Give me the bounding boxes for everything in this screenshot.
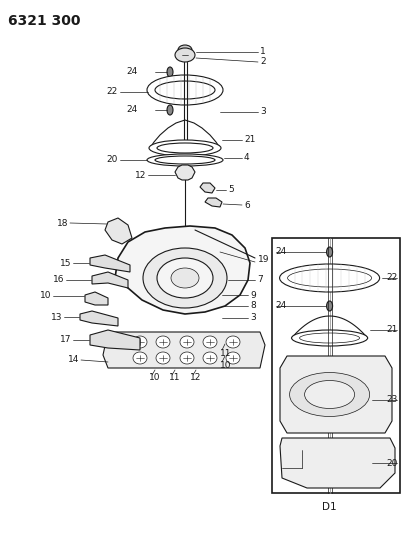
Ellipse shape <box>156 352 170 364</box>
Polygon shape <box>103 332 265 368</box>
Ellipse shape <box>155 81 215 99</box>
Text: 11: 11 <box>220 349 231 358</box>
Text: 3: 3 <box>260 108 266 117</box>
Text: 22: 22 <box>387 273 398 282</box>
Text: 12: 12 <box>135 171 146 180</box>
Ellipse shape <box>226 352 240 364</box>
Text: 4: 4 <box>244 154 250 163</box>
Ellipse shape <box>149 140 221 156</box>
Text: 19: 19 <box>258 255 270 264</box>
Bar <box>272 238 400 493</box>
Ellipse shape <box>171 268 199 288</box>
Ellipse shape <box>147 154 223 166</box>
Text: 12: 12 <box>190 374 202 383</box>
Ellipse shape <box>279 264 379 292</box>
Text: 18: 18 <box>56 219 68 228</box>
Text: 10: 10 <box>40 292 51 301</box>
Text: 21: 21 <box>387 326 398 335</box>
Ellipse shape <box>133 352 147 364</box>
Text: 23: 23 <box>387 395 398 404</box>
Text: 14: 14 <box>68 356 79 365</box>
Text: 22: 22 <box>107 87 118 96</box>
Text: 16: 16 <box>53 276 64 285</box>
Polygon shape <box>205 198 222 207</box>
Text: 3: 3 <box>250 313 256 322</box>
Text: 11: 11 <box>169 374 180 383</box>
Polygon shape <box>80 311 118 326</box>
Polygon shape <box>85 292 108 305</box>
Ellipse shape <box>326 301 333 311</box>
Text: 7: 7 <box>257 276 263 285</box>
Text: 5: 5 <box>228 185 234 195</box>
Text: 15: 15 <box>60 259 71 268</box>
Text: 20: 20 <box>106 156 118 165</box>
Ellipse shape <box>292 330 368 346</box>
Ellipse shape <box>180 336 194 348</box>
Ellipse shape <box>143 248 227 308</box>
Text: 6321 300: 6321 300 <box>8 14 80 28</box>
Text: 8: 8 <box>250 302 256 311</box>
Polygon shape <box>90 330 140 350</box>
Polygon shape <box>115 226 250 314</box>
Text: 20: 20 <box>387 458 398 467</box>
Polygon shape <box>280 356 392 433</box>
Ellipse shape <box>180 352 194 364</box>
Ellipse shape <box>178 45 192 55</box>
Ellipse shape <box>203 336 217 348</box>
Text: 9: 9 <box>250 290 256 300</box>
Text: 17: 17 <box>60 335 71 344</box>
Ellipse shape <box>288 269 372 287</box>
Polygon shape <box>105 218 132 244</box>
Text: 24: 24 <box>275 302 286 311</box>
Ellipse shape <box>167 67 173 77</box>
Polygon shape <box>200 183 215 193</box>
Polygon shape <box>92 272 128 288</box>
Ellipse shape <box>305 381 355 408</box>
Polygon shape <box>90 255 130 272</box>
Ellipse shape <box>157 258 213 298</box>
Ellipse shape <box>203 352 217 364</box>
Text: D1: D1 <box>322 502 337 512</box>
Ellipse shape <box>155 156 215 164</box>
Polygon shape <box>175 165 195 180</box>
Text: 21: 21 <box>244 135 255 144</box>
Ellipse shape <box>167 105 173 115</box>
Text: 24: 24 <box>127 68 138 77</box>
Text: 1: 1 <box>260 47 266 56</box>
Text: 24: 24 <box>127 106 138 115</box>
Text: 13: 13 <box>51 312 62 321</box>
Ellipse shape <box>133 336 147 348</box>
Ellipse shape <box>290 373 370 416</box>
Ellipse shape <box>147 75 223 105</box>
Text: 10: 10 <box>220 360 231 369</box>
Ellipse shape <box>175 48 195 62</box>
Ellipse shape <box>156 336 170 348</box>
Ellipse shape <box>157 143 213 153</box>
Ellipse shape <box>326 247 333 257</box>
Ellipse shape <box>299 333 359 343</box>
Polygon shape <box>280 438 395 488</box>
Ellipse shape <box>226 336 240 348</box>
Text: 24: 24 <box>275 247 286 256</box>
Text: 2: 2 <box>260 58 266 67</box>
Text: 10: 10 <box>149 374 160 383</box>
Text: 6: 6 <box>244 200 250 209</box>
